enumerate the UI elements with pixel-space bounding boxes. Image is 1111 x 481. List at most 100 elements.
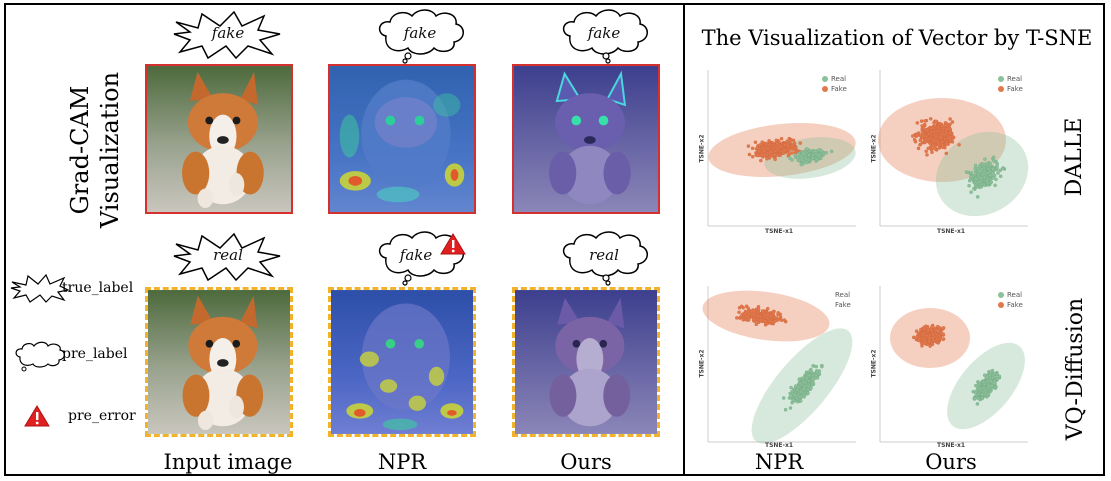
tsne-point [766, 146, 770, 151]
tsne-point [948, 117, 952, 121]
tsne-point [755, 153, 760, 158]
tsne-point [774, 316, 779, 320]
tsne-point [987, 384, 992, 389]
tsne-point [934, 328, 938, 332]
tsne-point [813, 149, 818, 154]
tsne-point [975, 402, 980, 406]
bottom-label-npr: fake [399, 246, 433, 264]
tsne-point [925, 153, 929, 157]
tsne-point [790, 389, 794, 394]
axis-x-label: TSNE-x1 [937, 228, 966, 235]
tsne-point [928, 117, 933, 121]
tsne-point [991, 167, 995, 172]
tsne-point [752, 317, 756, 322]
axis-x-label: TSNE-x1 [937, 442, 966, 449]
tsne-panel-ours-dalle [872, 66, 1030, 234]
tsne-point [997, 374, 1002, 379]
tsne-point [937, 146, 942, 150]
tsne-point [931, 332, 935, 337]
tsne-point [988, 163, 992, 168]
tsne-point [922, 325, 926, 330]
tsne-point [915, 121, 920, 125]
tsne-point [932, 138, 937, 143]
tsne-point [811, 156, 815, 161]
tsne-point [768, 150, 773, 154]
tsne-point [957, 143, 961, 147]
bottom-label-ours: real [589, 246, 619, 264]
tsne-point [788, 394, 793, 399]
tsne-point [756, 307, 761, 312]
tsne-point [1001, 166, 1006, 171]
tsne-point [915, 133, 920, 138]
tsne-point [927, 339, 931, 343]
legend-pre-label: pre_label [62, 346, 128, 362]
tsne-point [779, 318, 784, 322]
tsne-point [798, 141, 803, 145]
tsne-point [942, 137, 947, 142]
tsne-point [763, 152, 768, 157]
tsne-point [989, 180, 993, 184]
tsne-point [981, 380, 986, 384]
tsne-column-npr: NPR [754, 450, 804, 474]
tsne-point [979, 176, 984, 180]
tsne-point [809, 386, 813, 390]
tsne-legend: Real Fake [835, 291, 851, 309]
tsne-point [940, 143, 945, 148]
tsne-panel-ours-vq [872, 282, 1030, 450]
column-title-ours: Ours [560, 450, 612, 474]
tsne-point [783, 407, 788, 412]
tsne-point [936, 334, 941, 338]
tsne-point [978, 180, 982, 184]
tsne-point [931, 126, 936, 131]
panel-divider [683, 3, 685, 476]
tsne-point [926, 328, 930, 332]
tsne-point [781, 396, 786, 400]
tsne-point [754, 322, 759, 327]
tsne-point [750, 146, 755, 151]
tsne-point [759, 158, 763, 163]
ours-gradcam-top [512, 64, 660, 214]
tsne-point [798, 399, 803, 403]
ours-gradcam-bottom [512, 287, 660, 437]
true-label-burst-icon [10, 274, 70, 303]
tsne-point [771, 146, 776, 150]
tsne-point [916, 146, 921, 151]
tsne-point [936, 124, 941, 129]
figure-frame [4, 3, 1105, 476]
tsne-point [765, 156, 769, 161]
tsne-point [950, 120, 955, 124]
tsne-point [985, 161, 990, 166]
tsne-point [775, 147, 780, 152]
tsne-point [948, 131, 952, 135]
tsne-point [920, 124, 924, 128]
tsne-point [805, 376, 809, 380]
tsne-point [737, 310, 741, 315]
tsne-point [985, 395, 989, 399]
tsne-point [816, 153, 821, 158]
tsne-point [747, 152, 752, 157]
tsne-point [936, 129, 940, 134]
tsne-point [938, 326, 942, 330]
tsne-point [934, 119, 938, 124]
tsne-point [920, 344, 924, 348]
pre-label-cloud-icon [562, 231, 648, 286]
top-label-input: fake [211, 24, 245, 42]
tsne-point [815, 375, 820, 380]
tsne-point [749, 309, 754, 314]
axis-y-label: TSNE-x2 [870, 349, 878, 378]
tsne-point [946, 124, 951, 129]
tsne-legend: Real Fake [998, 290, 1023, 310]
tsne-point [811, 363, 816, 368]
tsne-point [941, 326, 946, 330]
pre-label-cloud-icon [15, 341, 65, 372]
tsne-point [912, 137, 917, 142]
tsne-point [771, 310, 775, 314]
tsne-point [915, 334, 920, 339]
tsne-point [980, 396, 985, 400]
tsne-point [760, 309, 765, 314]
tsne-point [739, 304, 744, 309]
tsne-point [779, 136, 784, 141]
tsne-point [993, 386, 998, 390]
tsne-point [922, 338, 926, 343]
tsne-point [798, 381, 802, 386]
